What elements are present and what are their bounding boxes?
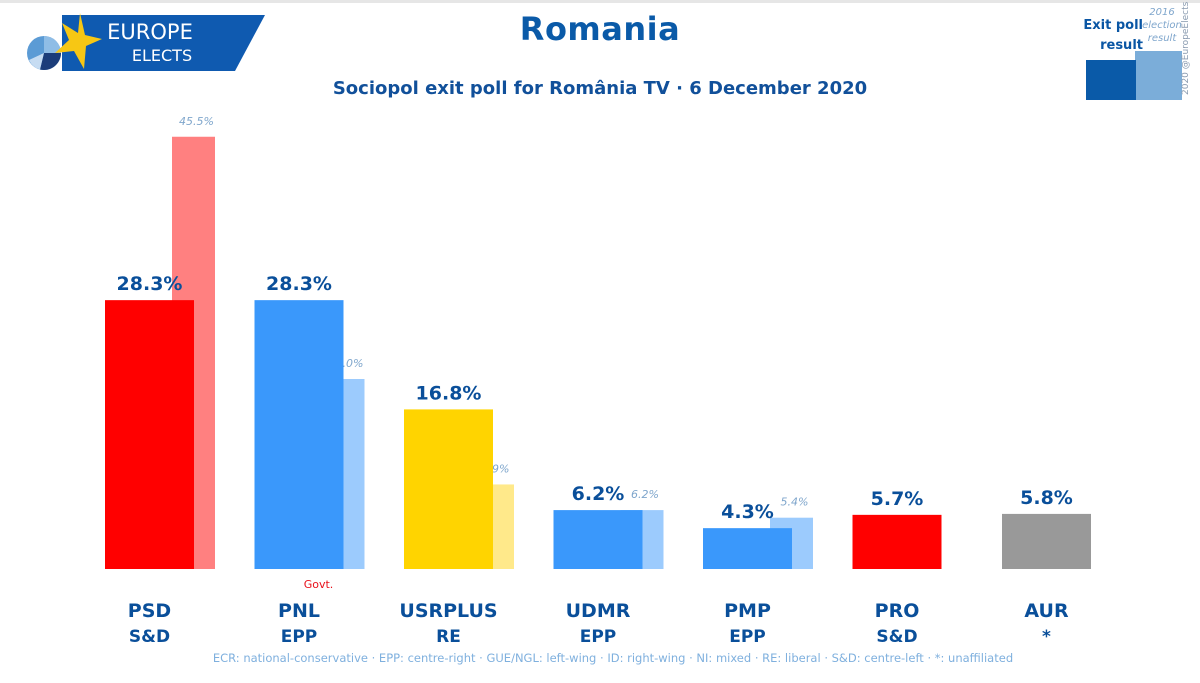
group-label-pro: S&D	[876, 627, 917, 647]
logo-text-elects: ELECTS	[132, 46, 192, 65]
bar-exit-poll-usrplus	[404, 409, 493, 569]
label-exit-poll-pro: 5.7%	[871, 488, 924, 510]
party-label-usrplus: USRPLUS	[399, 600, 497, 622]
label-exit-poll-pmp: 4.3%	[721, 501, 774, 523]
label-exit-poll-udmr: 6.2%	[572, 483, 625, 505]
bar-exit-poll-pnl	[254, 300, 344, 569]
legend: Exit poll result 2016 election result	[1075, 0, 1200, 110]
legend-prev-line1: 2016	[1149, 7, 1175, 18]
legend-exit-line1: Exit poll	[1083, 18, 1143, 33]
group-label-pmp: EPP	[729, 627, 766, 647]
group-label-udmr: EPP	[580, 627, 617, 647]
party-label-psd: PSD	[128, 600, 171, 622]
legend-exit-line2: result	[1100, 38, 1143, 53]
group-label-pnl: EPP	[281, 627, 318, 647]
party-label-pnl: PNL	[278, 600, 320, 622]
legend-label-exit-poll: Exit poll result	[1079, 16, 1143, 56]
label-exit-poll-psd: 28.3%	[117, 273, 183, 295]
party-label-pmp: PMP	[724, 600, 771, 622]
bar-exit-poll-udmr	[553, 510, 643, 569]
group-footnote: ECR: national-conservative · EPP: centre…	[212, 651, 1014, 665]
logo-banner	[62, 15, 265, 71]
label-2016-udmr: 6.2%	[631, 488, 659, 501]
legend-label-previous: 2016 election result	[1135, 6, 1189, 45]
legend-prev-line3: result	[1147, 33, 1177, 44]
party-label-udmr: UDMR	[566, 600, 631, 622]
chart-subtitle: Sociopol exit poll for România TV · 6 De…	[332, 78, 868, 99]
annotation-govt: Govt.	[304, 578, 334, 591]
label-exit-poll-aur: 5.8%	[1020, 487, 1073, 509]
group-label-psd: S&D	[129, 627, 170, 647]
label-2016-pmp: 5.4%	[781, 496, 809, 509]
legend-swatch-exit-poll	[1086, 60, 1136, 100]
europe-elects-logo: EUROPE ELECTS	[27, 13, 265, 71]
top-border	[0, 0, 1200, 3]
bar-exit-poll-pmp	[703, 528, 792, 569]
bar-exit-poll-aur	[1002, 513, 1091, 569]
bar-exit-poll-pro	[852, 514, 942, 569]
group-label-aur: *	[1042, 627, 1051, 647]
pie-icon	[27, 36, 61, 70]
label-exit-poll-pnl: 28.3%	[266, 273, 332, 295]
chart-title: Romania	[519, 10, 681, 48]
star-icon	[55, 13, 102, 69]
logo-text-europe: EUROPE	[107, 20, 193, 44]
legend-swatch-previous	[1135, 51, 1182, 100]
party-label-aur: AUR	[1024, 600, 1069, 622]
group-label-usrplus: RE	[436, 627, 461, 647]
label-exit-poll-usrplus: 16.8%	[416, 382, 482, 404]
label-2016-psd: 45.5%	[179, 115, 214, 128]
party-label-pro: PRO	[875, 600, 920, 622]
bar-exit-poll-psd	[105, 300, 194, 569]
legend-prev-line2: election	[1142, 20, 1182, 31]
